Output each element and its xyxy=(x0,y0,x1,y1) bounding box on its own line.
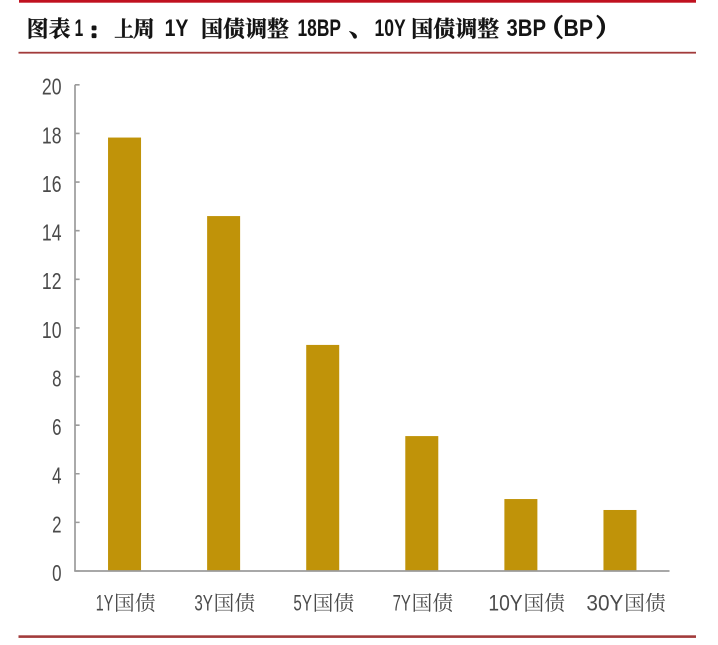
svg-text:1: 1 xyxy=(75,15,84,42)
svg-text:14: 14 xyxy=(42,220,62,246)
svg-text:18: 18 xyxy=(42,122,62,148)
svg-text:3Y: 3Y xyxy=(194,590,213,615)
svg-text:4: 4 xyxy=(52,463,62,489)
svg-text:1Y: 1Y xyxy=(96,590,114,615)
svg-text:2: 2 xyxy=(52,511,61,537)
svg-text:0: 0 xyxy=(52,560,61,586)
svg-text:7Y: 7Y xyxy=(393,590,412,615)
svg-text:10Y: 10Y xyxy=(488,590,523,615)
svg-text:8: 8 xyxy=(52,365,61,391)
svg-text:1Y: 1Y xyxy=(165,15,189,42)
svg-text:30Y: 30Y xyxy=(586,590,623,615)
svg-text:BP: BP xyxy=(564,15,594,42)
svg-text:10Y: 10Y xyxy=(375,15,406,42)
svg-text:18BP: 18BP xyxy=(298,15,342,42)
svg-text:12: 12 xyxy=(42,268,62,294)
svg-text:10: 10 xyxy=(42,317,62,343)
svg-text:3BP: 3BP xyxy=(507,15,547,42)
svg-text:16: 16 xyxy=(42,171,62,197)
svg-text:20: 20 xyxy=(42,74,62,100)
svg-text:6: 6 xyxy=(52,414,61,440)
svg-text:5Y: 5Y xyxy=(293,590,312,615)
